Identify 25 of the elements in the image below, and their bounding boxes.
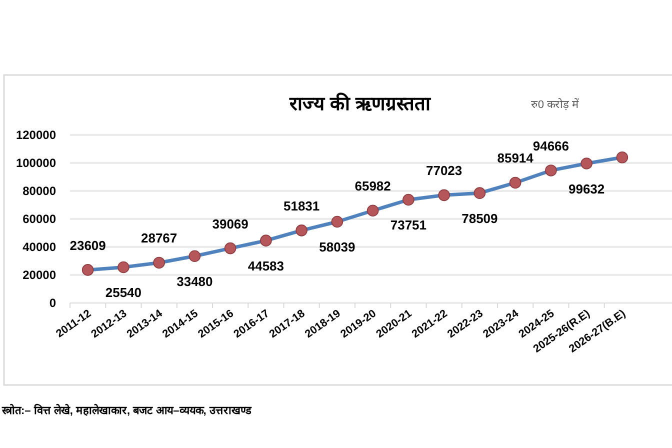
- y-tick-label: 60000: [22, 212, 56, 226]
- data-label: 94666: [532, 138, 570, 154]
- data-label: 51831: [283, 198, 320, 214]
- chart-subtitle: रु0 करोड़ में: [530, 98, 580, 111]
- data-label: 39069: [212, 216, 248, 232]
- chart-title: राज्य की ऋणग्रस्तता: [288, 92, 432, 115]
- data-label: 58039: [319, 240, 356, 255]
- y-tick-label: 40000: [22, 240, 56, 254]
- data-label: 85914: [497, 150, 534, 166]
- data-label: 65982: [354, 178, 391, 194]
- data-label: 77023: [426, 163, 462, 178]
- data-label: 99632: [568, 182, 605, 197]
- data-label: 33480: [176, 274, 213, 290]
- text: स्त्रोत:– वित्त लेखे, महालेखाकार, बजट आय–व्ययक, उत्तराखण्ड: [1, 403, 252, 417]
- y-tick-label: 100000: [16, 156, 56, 170]
- data-label: 25540: [105, 285, 142, 300]
- data-label: 28767: [140, 230, 178, 246]
- y-tick-label: 80000: [22, 184, 56, 198]
- y-tick-label: 20000: [22, 268, 56, 282]
- data-label: 73751: [390, 218, 427, 233]
- y-tick-label: 120000: [16, 128, 56, 142]
- data-label: 23609: [70, 238, 106, 253]
- y-tick-label: 0: [49, 296, 56, 310]
- data-label: 44583: [248, 258, 284, 274]
- data-label: 78509: [462, 211, 498, 226]
